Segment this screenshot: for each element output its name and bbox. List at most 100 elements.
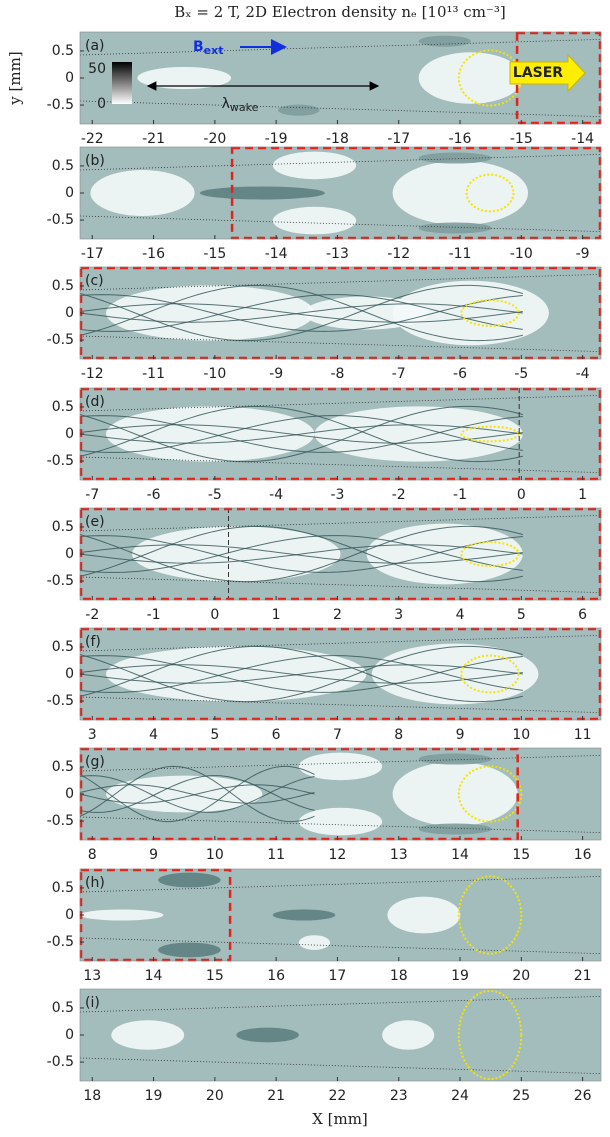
x-tick-label: -20 <box>203 131 226 147</box>
x-tick-label: 14 <box>145 968 163 984</box>
x-tick-label: 9 <box>456 727 465 743</box>
x-tick-label: 16 <box>267 968 285 984</box>
y-tick-label: 0 <box>65 305 74 321</box>
density-blob <box>80 909 164 921</box>
colorbar-tick-label: 0 <box>97 96 106 112</box>
x-tick-label: 9 <box>149 847 158 863</box>
x-tick-label: 19 <box>451 968 469 984</box>
x-tick-label: 0 <box>210 607 219 623</box>
y-tick-label: 0 <box>65 70 74 86</box>
density-blob <box>392 761 518 827</box>
lambda-sub: wake <box>230 101 259 114</box>
x-tick-label: 19 <box>145 1088 163 1104</box>
x-tick-label: 22 <box>329 1088 347 1104</box>
x-tick-label: 18 <box>390 968 408 984</box>
x-tick-label: -11 <box>449 246 472 262</box>
density-blob <box>298 935 331 950</box>
electron-trajectory <box>79 645 523 703</box>
wake-label: λwake <box>222 96 259 114</box>
x-tick-label: 13 <box>390 847 408 863</box>
x-tick-label: 4 <box>456 607 465 623</box>
electron-trajectory <box>79 784 315 804</box>
electron-trajectory <box>79 765 315 823</box>
electron-trajectory <box>79 664 523 684</box>
b-main: B <box>193 39 204 55</box>
x-tick-label: 25 <box>512 1088 530 1104</box>
y-tick-label: 0 <box>65 666 74 682</box>
electron-trajectory <box>79 544 523 564</box>
x-tick-label: -10 <box>510 246 533 262</box>
x-tick-label: 18 <box>83 1088 101 1104</box>
electron-trajectory <box>79 544 523 564</box>
x-tick-label: 5 <box>517 607 526 623</box>
density-blob <box>418 35 471 47</box>
density-blob <box>90 170 195 216</box>
x-tick-label: -11 <box>142 366 165 382</box>
x-axis-label: X [mm] <box>312 1110 368 1128</box>
laser-spot <box>457 875 523 955</box>
y-tick-label: 0 <box>65 1027 74 1043</box>
x-tick-label: 3 <box>88 727 97 743</box>
electron-trajectory <box>79 655 523 693</box>
electron-trajectory <box>79 645 523 703</box>
electron-trajectory <box>79 535 523 573</box>
y-tick-label: 0.5 <box>52 158 74 174</box>
x-tick-label: 15 <box>206 968 224 984</box>
x-tick-label: 26 <box>574 1088 592 1104</box>
x-tick-label: 10 <box>206 847 224 863</box>
x-tick-label: 20 <box>512 968 530 984</box>
x-tick-label: -16 <box>142 246 165 262</box>
density-blob <box>272 909 336 921</box>
density-blob <box>314 406 523 462</box>
density-blob <box>272 151 357 180</box>
y-tick-label: -0.5 <box>47 97 74 113</box>
x-tick-label: -2 <box>85 607 99 623</box>
electron-trajectory <box>79 405 523 463</box>
panel-label: (f) <box>85 634 101 650</box>
x-tick-label: -6 <box>453 366 467 382</box>
x-tick-label: -13 <box>326 246 349 262</box>
laser-spot <box>457 765 523 823</box>
x-tick-label: 15 <box>512 847 530 863</box>
panel: 0.5 0 -0.5 -2 -1 0 1 2 3 4 5 6 (e) <box>47 507 602 623</box>
y-tick-label: -0.5 <box>47 332 74 348</box>
density-blob <box>199 186 325 200</box>
panel-label: (g) <box>85 754 105 770</box>
electron-trajectory <box>79 525 523 583</box>
laser-spot <box>465 173 515 213</box>
laser-region <box>230 146 602 240</box>
colorbar-tick-label: 50 <box>88 61 106 77</box>
density-blob <box>418 222 492 234</box>
x-tick-label: 10 <box>512 727 530 743</box>
x-tick-label: -5 <box>208 487 222 503</box>
panel-label: (a) <box>85 38 105 54</box>
panel-label: (h) <box>85 875 105 891</box>
x-tick-label: 16 <box>574 847 592 863</box>
x-tick-label: -12 <box>387 246 410 262</box>
x-tick-label: -14 <box>265 246 288 262</box>
x-tick-label: -4 <box>576 366 590 382</box>
electron-trajectory <box>79 775 315 813</box>
y-tick-label: 0.5 <box>52 399 74 415</box>
x-tick-label: -1 <box>147 607 161 623</box>
x-tick-label: 21 <box>574 968 592 984</box>
density-blob <box>236 1027 299 1043</box>
electron-trajectory <box>79 525 523 583</box>
laser-spot <box>460 425 520 443</box>
electron-trajectory <box>79 303 523 323</box>
y-tick-label: -0.5 <box>47 573 74 589</box>
x-tick-label: -6 <box>147 487 161 503</box>
panel: 0.5 0 -0.5 -12 -11 -10 -9 -8 -7 -6 -5 -4 (c) <box>47 266 602 382</box>
x-tick-label: -15 <box>203 246 226 262</box>
x-tick-label: 1 <box>272 607 281 623</box>
x-tick-label: -10 <box>203 366 226 382</box>
density-blob <box>382 1020 435 1050</box>
x-tick-label: 21 <box>267 1088 285 1104</box>
density-blob <box>298 752 383 781</box>
density-blob <box>158 942 221 958</box>
electron-trajectory <box>79 775 315 813</box>
x-tick-label: 3 <box>394 607 403 623</box>
x-tick-label: -4 <box>269 487 283 503</box>
y-tick-label: 0 <box>65 426 74 442</box>
y-tick-label: 0.5 <box>52 880 74 896</box>
